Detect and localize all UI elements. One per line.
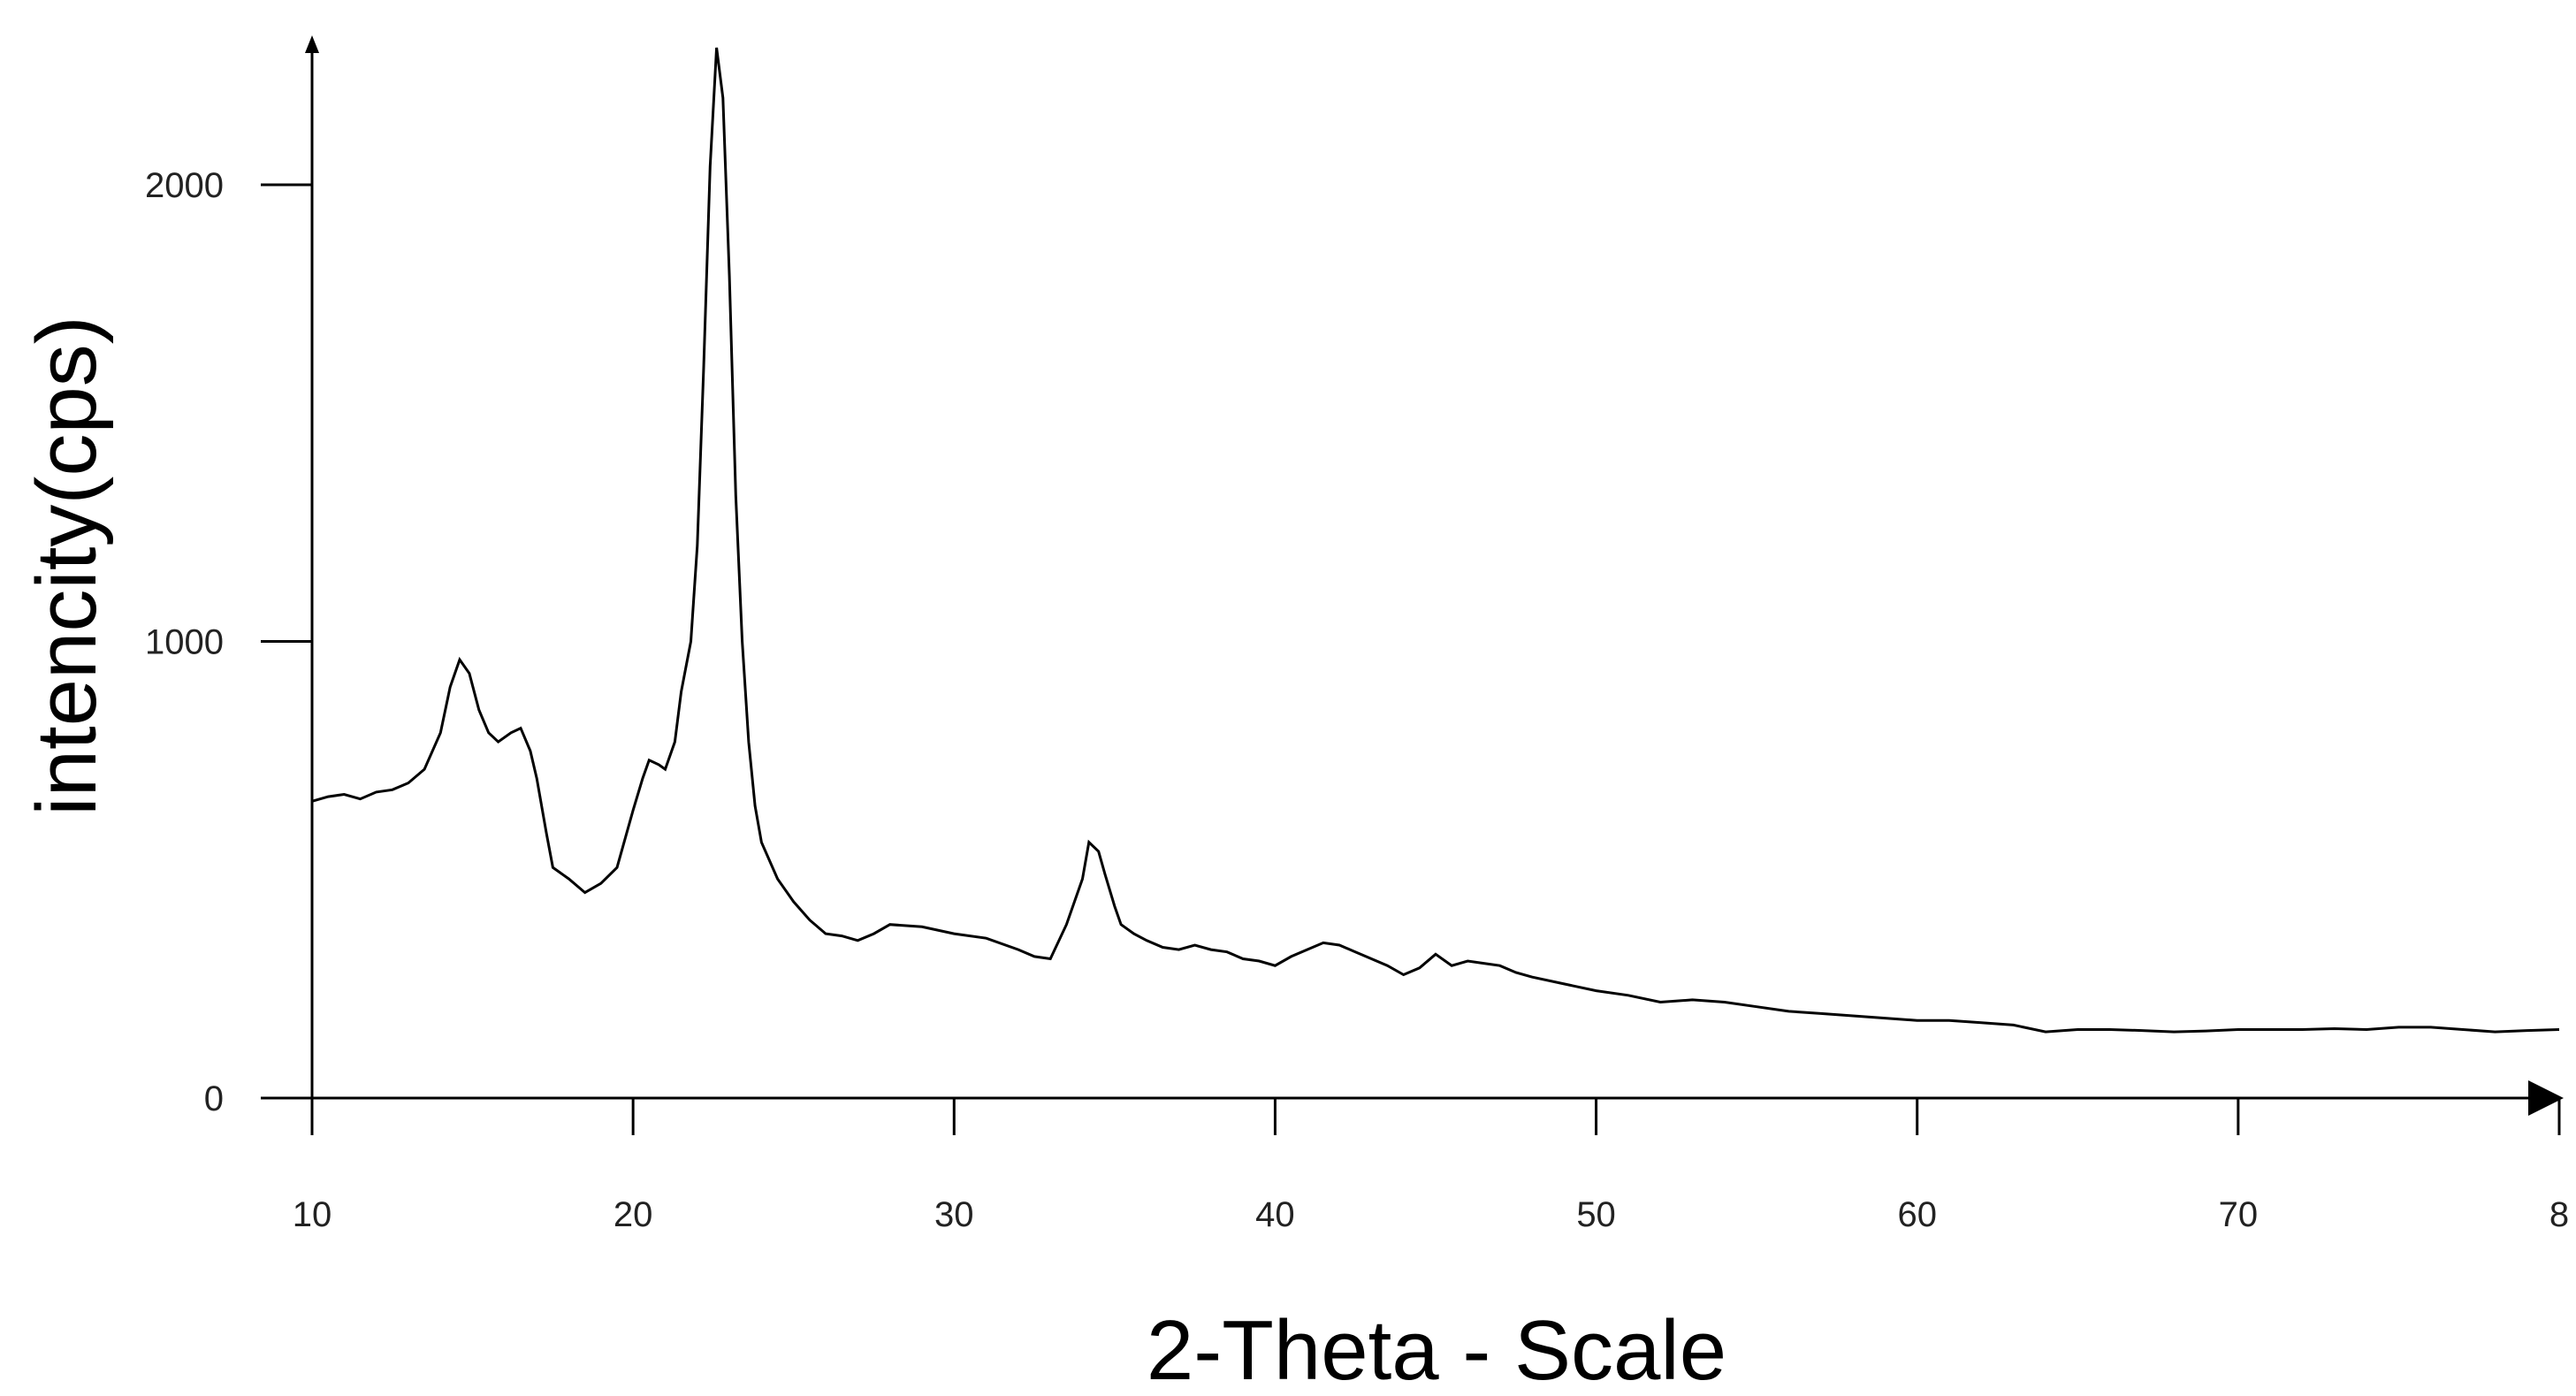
x-tick-label: 50 — [1576, 1195, 1616, 1234]
y-tick-label: 0 — [204, 1079, 224, 1118]
x-tick-label: 40 — [1255, 1195, 1295, 1234]
x-tick-label: 20 — [614, 1195, 653, 1234]
y-tick-label: 2000 — [145, 166, 224, 205]
x-tick-label: 10 — [293, 1195, 332, 1234]
x-axis-arrow — [2528, 1080, 2564, 1116]
y-axis-title: intencity(cps) — [19, 316, 114, 816]
x-tick-label: 70 — [2219, 1195, 2259, 1234]
x-axis-title: 2-Theta - Scale — [1147, 1303, 1726, 1396]
y-axis-arrow — [305, 35, 319, 53]
line-series — [311, 47, 2560, 1034]
x-tick-label: 30 — [934, 1195, 974, 1234]
x-tick-label: 60 — [1897, 1195, 1937, 1234]
x-tick-label: 8 — [2549, 1195, 2569, 1234]
y-tick-label: 1000 — [145, 622, 224, 661]
